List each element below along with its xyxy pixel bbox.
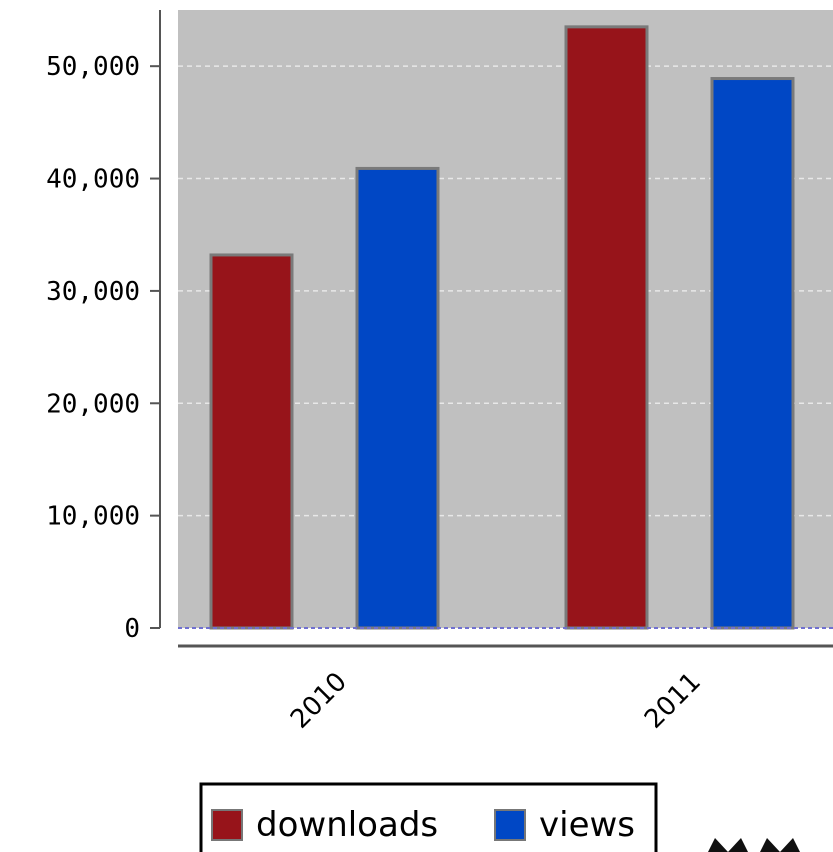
legend-swatch-views <box>494 809 526 841</box>
y-tick-label: 0 <box>124 614 140 644</box>
x-tick-label-2010: 2010 <box>285 667 353 735</box>
bar-views-2011 <box>710 77 795 630</box>
legend: downloads views <box>199 782 658 852</box>
legend-box <box>199 782 658 852</box>
legend-label-views: views <box>539 805 635 845</box>
y-tick-label: 40,000 <box>46 165 140 195</box>
y-tick-label: 30,000 <box>46 277 140 307</box>
y-tick-label: 50,000 <box>46 52 140 82</box>
bar-downloads-2010 <box>209 253 294 630</box>
bar-views-2010 <box>355 166 440 630</box>
legend-label-downloads: downloads <box>256 805 438 845</box>
y-tick-label: 10,000 <box>46 502 140 532</box>
clipped-logo-fragment <box>708 838 800 852</box>
x-tick-labels: 2010 2011 <box>285 667 707 735</box>
y-tick-label: 20,000 <box>46 389 140 419</box>
x-tick-label-2011: 2011 <box>639 667 707 735</box>
legend-swatch-downloads <box>211 809 243 841</box>
bar-downloads-2011 <box>564 25 649 630</box>
y-ticks: 0 10,000 20,000 30,000 40,000 50,000 <box>46 52 160 644</box>
bars <box>209 25 795 630</box>
